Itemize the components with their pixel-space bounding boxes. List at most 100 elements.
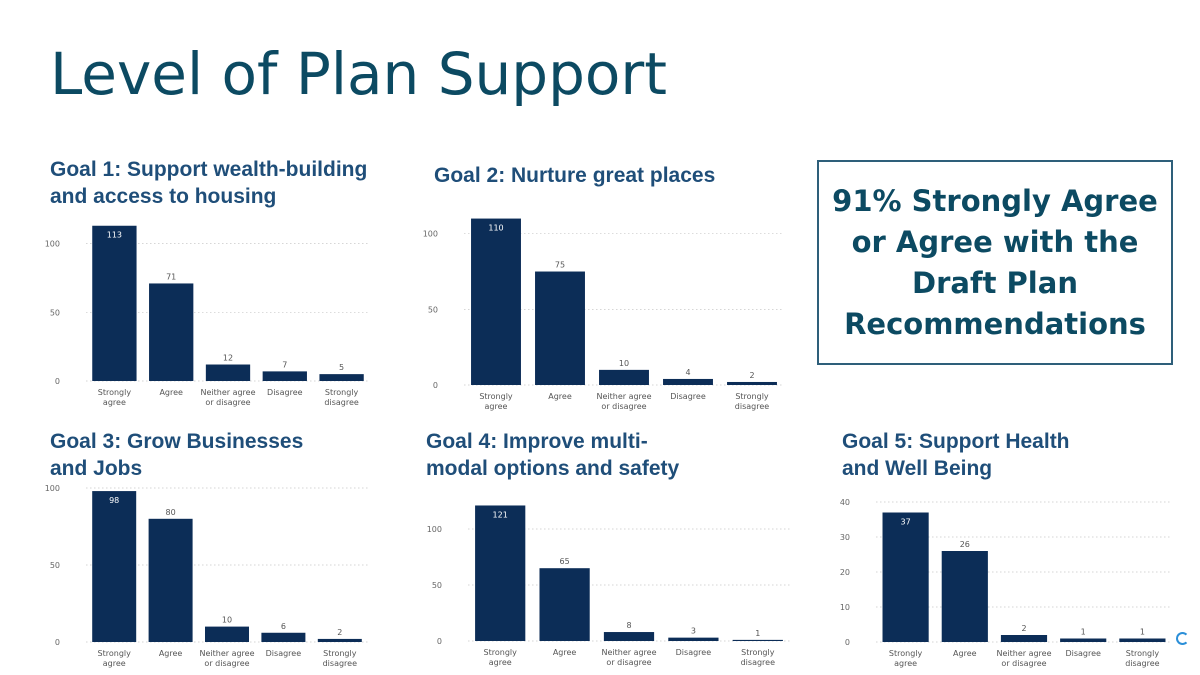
goal-1-title-line-1: Goal 1: Support wealth-building [50, 158, 368, 181]
category-label: Agree [548, 392, 572, 401]
category-label: Strongly disagree [735, 392, 769, 411]
y-tick-label: 0 [55, 638, 60, 647]
y-tick-label: 30 [840, 533, 850, 542]
data-label: 6 [281, 622, 286, 631]
y-tick-label: 100 [45, 240, 60, 249]
data-label: 4 [685, 368, 690, 377]
bar [599, 369, 649, 385]
refresh-icon[interactable] [1176, 632, 1189, 645]
bar [1060, 638, 1107, 642]
category-label: Disagree [1065, 649, 1101, 658]
category-label: Disagree [670, 392, 706, 401]
y-tick-label: 50 [432, 581, 442, 590]
category-label: Agree [553, 648, 577, 657]
bar [261, 632, 306, 642]
page-title: Level of Plan Support [50, 40, 667, 108]
y-tick-label: 0 [845, 638, 850, 647]
category-label: Neither agree or disagree [996, 649, 1051, 668]
data-label: 80 [166, 508, 176, 517]
category-label: Strongly agree [484, 648, 518, 667]
y-tick-label: 50 [428, 305, 438, 314]
summary-callout: 91% Strongly Agree or Agree with the Dra… [817, 160, 1173, 365]
goal-5-title: Goal 5: Support Health and Well Being [842, 428, 1070, 482]
goal-5-title-line-2: and Well Being [842, 457, 993, 480]
y-tick-label: 10 [840, 603, 850, 612]
category-label: Strongly agree [479, 392, 513, 411]
data-label: 1 [1081, 628, 1086, 637]
goal-2-title: Goal 2: Nurture great places [434, 162, 715, 189]
bar [539, 568, 590, 641]
bar [205, 364, 251, 381]
y-tick-label: 20 [840, 568, 850, 577]
category-label: Agree [159, 649, 183, 658]
goal-1-title-line-2: and access to housing [50, 185, 277, 208]
data-label: 7 [282, 360, 287, 369]
category-label: Neither agree or disagree [199, 649, 254, 668]
bar [668, 637, 719, 641]
bar [148, 518, 193, 642]
data-label: 110 [488, 224, 503, 233]
y-tick-label: 0 [55, 377, 60, 386]
category-label: Neither agree or disagree [601, 648, 656, 667]
data-label: 1 [1140, 628, 1145, 637]
goal-3-title-line-2: and Jobs [50, 457, 143, 480]
data-label: 121 [493, 510, 508, 519]
goal-1-title: Goal 1: Support wealth-building and acce… [50, 156, 367, 210]
category-label: Neither agree or disagree [200, 388, 255, 407]
category-label: Disagree [676, 648, 712, 657]
category-label: Strongly disagree [323, 649, 357, 668]
bar [535, 271, 585, 385]
data-label: 1 [755, 629, 760, 638]
data-label: 2 [337, 628, 342, 637]
data-label: 12 [223, 354, 233, 363]
y-tick-label: 100 [427, 525, 442, 534]
y-tick-label: 0 [437, 637, 442, 646]
data-label: 10 [222, 616, 232, 625]
data-label: 3 [691, 627, 696, 636]
category-label: Strongly agree [889, 649, 923, 668]
category-label: Agree [953, 649, 977, 658]
goal-3-title-line-1: Goal 3: Grow Businesses [50, 430, 304, 453]
data-label: 75 [555, 261, 565, 270]
bar [205, 626, 249, 642]
goal-4-title-line-2: modal options and safety [426, 457, 680, 480]
data-label: 2 [749, 371, 754, 380]
goal-5-title-line-1: Goal 5: Support Health [842, 430, 1070, 453]
data-label: 26 [960, 540, 970, 549]
bar [92, 225, 137, 381]
data-label: 8 [626, 621, 631, 630]
y-tick-label: 40 [840, 498, 850, 507]
summary-callout-text: 91% Strongly Agree or Agree with the Dra… [832, 183, 1158, 341]
category-label: Strongly disagree [324, 388, 358, 407]
goal-4-title: Goal 4: Improve multi- modal options and… [426, 428, 679, 482]
data-label: 65 [560, 557, 570, 566]
y-tick-label: 100 [423, 230, 438, 239]
y-tick-label: 50 [50, 561, 60, 570]
data-label: 37 [901, 518, 911, 527]
y-tick-label: 100 [45, 484, 60, 493]
data-label: 2 [1021, 624, 1026, 633]
data-label: 98 [109, 496, 119, 505]
data-label: 5 [339, 363, 344, 372]
category-label: Strongly disagree [741, 648, 775, 667]
y-tick-label: 0 [433, 381, 438, 390]
bar [1000, 635, 1048, 642]
goal-5-chart: 0 10 20 30 40 37 Strongly agree 26 Agree 2 Neither … [840, 498, 1172, 668]
bar [92, 491, 137, 642]
category-label: Agree [159, 388, 183, 397]
bar [663, 378, 713, 385]
category-label: Disagree [266, 649, 302, 658]
bar [1119, 638, 1166, 642]
bar [475, 505, 526, 641]
goal-3-title: Goal 3: Grow Businesses and Jobs [50, 428, 303, 482]
category-label: Strongly agree [98, 388, 132, 407]
category-label: Strongly agree [98, 649, 132, 668]
data-label: 71 [166, 272, 176, 281]
data-label: 113 [107, 231, 122, 240]
bar [317, 638, 362, 642]
goal-4-title-line-1: Goal 4: Improve multi- [426, 430, 648, 453]
category-label: Neither agree or disagree [596, 392, 651, 411]
bar [603, 632, 655, 641]
goal-3-chart: 0 50 100 98 Strongly agree 80 Agree 10 Neither ag… [45, 484, 368, 668]
bar [882, 512, 929, 642]
